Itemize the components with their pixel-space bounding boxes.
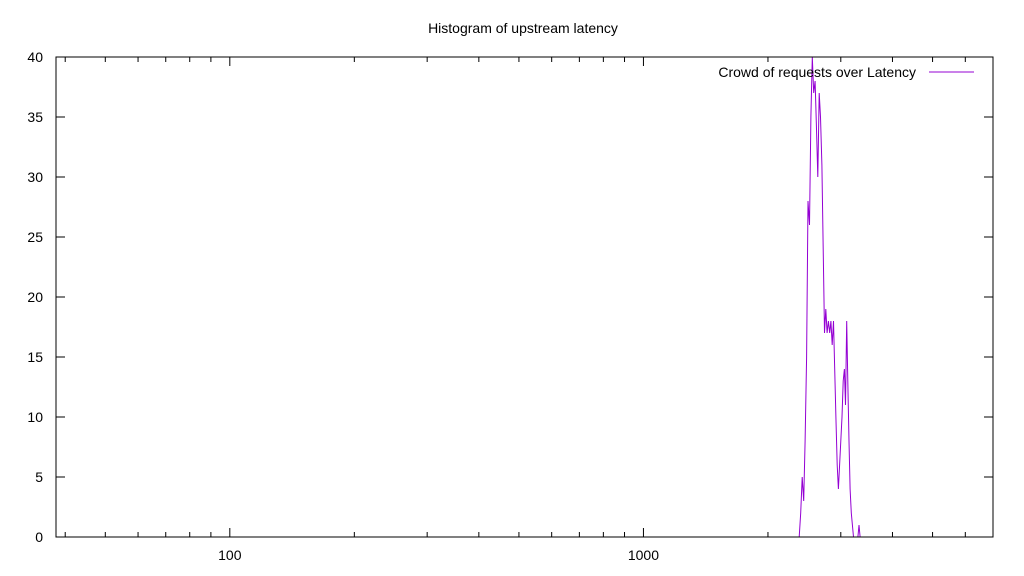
series-line <box>798 56 875 538</box>
y-tick-label: 10 <box>27 409 43 425</box>
y-tick-label: 15 <box>27 349 43 365</box>
y-tick-label: 0 <box>35 529 43 545</box>
legend: Crowd of requests over Latency <box>718 64 974 80</box>
chart-title: Histogram of upstream latency <box>428 20 618 36</box>
y-tick-label: 30 <box>27 169 43 185</box>
x-tick-label: 1000 <box>628 547 659 563</box>
series-group <box>798 56 875 538</box>
axis-tick-labels: 0 5 10 15 20 25 30 35 40 100 1000 <box>27 49 659 563</box>
y-tick-label: 20 <box>27 289 43 305</box>
plot-frame <box>55 56 994 538</box>
y-tick-label: 40 <box>27 49 43 65</box>
y-tick-label: 25 <box>27 229 43 245</box>
legend-label: Crowd of requests over Latency <box>718 64 916 80</box>
y-tick-label: 35 <box>27 109 43 125</box>
y-tick-label: 5 <box>35 469 43 485</box>
axis-ticks <box>56 56 994 538</box>
x-tick-label: 100 <box>218 547 242 563</box>
